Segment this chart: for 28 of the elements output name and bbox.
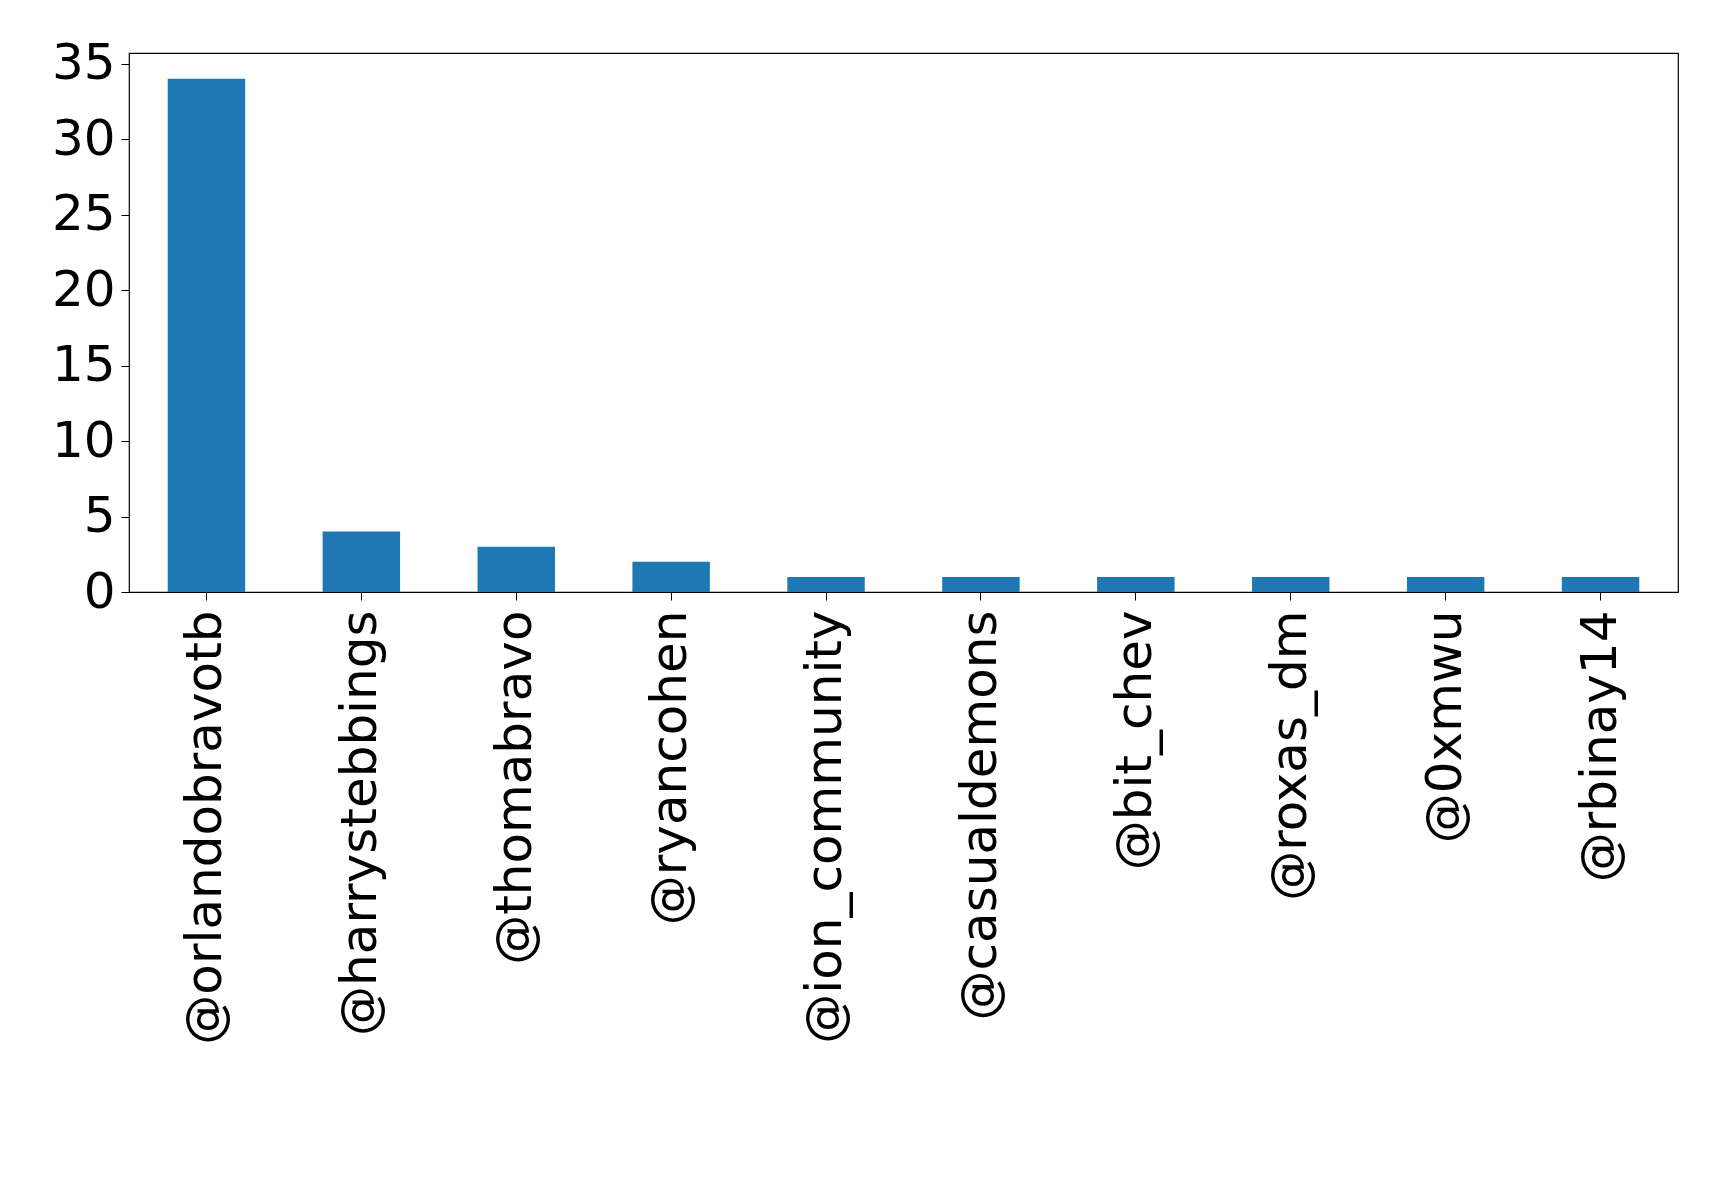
bar [167, 78, 246, 592]
x-tick-label: @ion_community [795, 610, 854, 1044]
y-tick-label: 30 [51, 108, 116, 167]
bar [477, 546, 555, 592]
y-tick-label: 0 [83, 561, 116, 620]
x-tick-label: @rbinay14 [1569, 610, 1628, 883]
x-tick-label: @roxas_dm [1259, 610, 1318, 901]
x-tick-label: @bit_chev [1104, 610, 1163, 871]
x-tick-label: @0xmwu [1414, 610, 1473, 844]
x-tick-label: @harrystebbings [330, 610, 389, 1036]
bar [787, 576, 865, 592]
y-tick-label: 35 [51, 33, 116, 92]
bar [322, 531, 401, 592]
bar [1252, 576, 1330, 592]
y-tick-label: 25 [51, 184, 116, 243]
bar [1097, 576, 1175, 592]
x-tick-label: @orlandobravotb [175, 610, 234, 1045]
x-tick-label: @ryancohen [640, 610, 699, 926]
y-tick-label: 20 [51, 259, 116, 318]
x-tick-label: @thomabravo [485, 610, 544, 965]
bar [1561, 576, 1640, 592]
x-tick-label: @casualdemons [949, 610, 1008, 1021]
y-tick-label: 10 [51, 410, 116, 469]
y-tick-label: 5 [83, 486, 116, 545]
bar [1406, 576, 1485, 592]
bar [942, 576, 1020, 592]
bar [632, 561, 710, 592]
y-tick-label: 15 [51, 335, 116, 394]
